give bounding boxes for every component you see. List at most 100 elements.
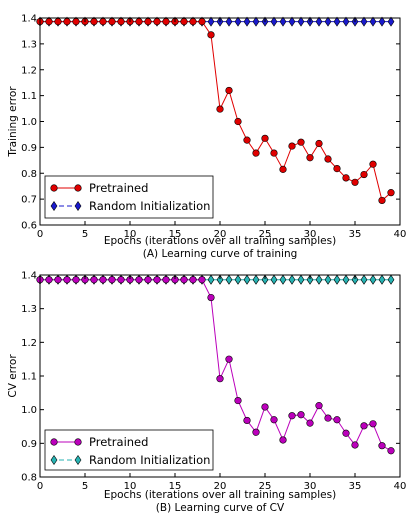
data-point bbox=[117, 18, 125, 26]
data-point bbox=[234, 16, 242, 27]
data-point bbox=[324, 414, 332, 422]
y-tick-label: 0.9 bbox=[21, 439, 37, 450]
data-point bbox=[306, 419, 314, 427]
data-point bbox=[261, 403, 269, 411]
series-line bbox=[40, 279, 392, 452]
y-axis-label: CV error bbox=[7, 354, 19, 398]
legend-marker bbox=[50, 438, 58, 446]
data-point bbox=[90, 18, 98, 26]
y-tick-label: 0.8 bbox=[21, 473, 37, 484]
data-point bbox=[369, 160, 377, 168]
cv-error-chart: 0 5 10 15 20 25 30 35 40 0.8 0.9 1.0 1.1 1.2 1.3 1.4 CV … bbox=[7, 271, 406, 515]
data-point bbox=[144, 18, 152, 26]
series-pretrained bbox=[36, 276, 395, 455]
data-point bbox=[252, 149, 260, 157]
data-point bbox=[288, 274, 296, 285]
data-point bbox=[144, 276, 152, 284]
data-point bbox=[243, 416, 251, 425]
data-point bbox=[279, 274, 287, 285]
legend-label: Random Initialization bbox=[89, 453, 210, 467]
data-point bbox=[351, 274, 359, 285]
x-tick-label: 0 bbox=[37, 229, 43, 240]
data-point bbox=[297, 411, 305, 419]
legend-label: Pretrained bbox=[89, 181, 148, 195]
data-point bbox=[369, 16, 377, 27]
data-point bbox=[342, 16, 350, 27]
data-point bbox=[252, 428, 260, 436]
data-point bbox=[360, 170, 368, 179]
y-tick-label: 0.9 bbox=[21, 143, 37, 154]
data-point bbox=[360, 16, 368, 27]
chart-caption: (B) Learning curve of CV bbox=[156, 502, 285, 514]
data-point bbox=[99, 18, 107, 26]
data-point bbox=[153, 276, 161, 284]
x-tick-label: 20 bbox=[214, 481, 227, 492]
data-point bbox=[63, 18, 71, 26]
data-point bbox=[252, 16, 260, 27]
x-tick-label: 5 bbox=[82, 481, 88, 492]
data-point bbox=[207, 293, 215, 302]
data-point bbox=[216, 375, 224, 383]
data-point bbox=[189, 18, 197, 26]
data-point bbox=[369, 274, 377, 285]
data-point bbox=[270, 416, 278, 424]
data-point bbox=[207, 31, 215, 39]
data-point bbox=[270, 274, 278, 285]
data-point bbox=[234, 274, 242, 285]
data-point bbox=[378, 196, 386, 205]
data-point bbox=[297, 274, 305, 285]
data-point bbox=[54, 276, 62, 284]
data-point bbox=[225, 274, 233, 285]
data-point bbox=[378, 442, 386, 450]
data-point bbox=[351, 178, 359, 186]
x-tick-label: 35 bbox=[349, 481, 362, 492]
data-point bbox=[72, 276, 80, 284]
data-point bbox=[135, 18, 143, 26]
data-point bbox=[189, 276, 197, 284]
data-point bbox=[162, 276, 170, 284]
data-point bbox=[72, 18, 80, 26]
data-point bbox=[360, 274, 368, 285]
data-point bbox=[387, 189, 395, 197]
series-line bbox=[40, 21, 392, 202]
legend: Pretrained Random Initialization bbox=[44, 429, 214, 471]
data-point bbox=[288, 142, 296, 150]
data-point bbox=[387, 447, 395, 455]
legend-marker bbox=[74, 438, 82, 446]
data-point bbox=[378, 274, 386, 285]
data-point bbox=[297, 16, 305, 27]
legend-label: Random Initialization bbox=[89, 199, 210, 213]
data-point bbox=[279, 165, 287, 173]
data-point bbox=[45, 276, 53, 284]
y-tick-label: 1.3 bbox=[21, 39, 37, 50]
data-point bbox=[306, 154, 314, 162]
data-point bbox=[333, 164, 341, 173]
data-point bbox=[333, 16, 341, 27]
x-tick-label: 0 bbox=[37, 481, 43, 492]
data-point bbox=[279, 16, 287, 27]
x-tick-label: 40 bbox=[394, 229, 407, 240]
data-point bbox=[306, 274, 314, 285]
data-point bbox=[315, 274, 323, 285]
data-point bbox=[99, 276, 107, 284]
data-point bbox=[351, 441, 359, 449]
data-point bbox=[216, 274, 224, 285]
x-tick-label: 40 bbox=[394, 481, 407, 492]
data-point bbox=[342, 274, 350, 285]
x-tick-label: 10 bbox=[124, 229, 137, 240]
legend-marker bbox=[50, 184, 58, 192]
y-tick-label: 0.7 bbox=[21, 195, 37, 206]
data-point bbox=[324, 16, 332, 27]
data-point bbox=[360, 422, 368, 430]
data-point bbox=[333, 274, 341, 285]
data-point bbox=[243, 274, 251, 285]
data-point bbox=[180, 276, 188, 284]
data-point bbox=[198, 276, 206, 284]
x-tick-label: 15 bbox=[169, 229, 182, 240]
legend-box bbox=[44, 429, 214, 471]
data-point bbox=[252, 274, 260, 285]
data-point bbox=[108, 18, 116, 26]
x-axis-label: Epochs (iterations over all training sam… bbox=[104, 235, 336, 247]
data-point bbox=[162, 18, 170, 26]
data-point bbox=[225, 86, 233, 95]
